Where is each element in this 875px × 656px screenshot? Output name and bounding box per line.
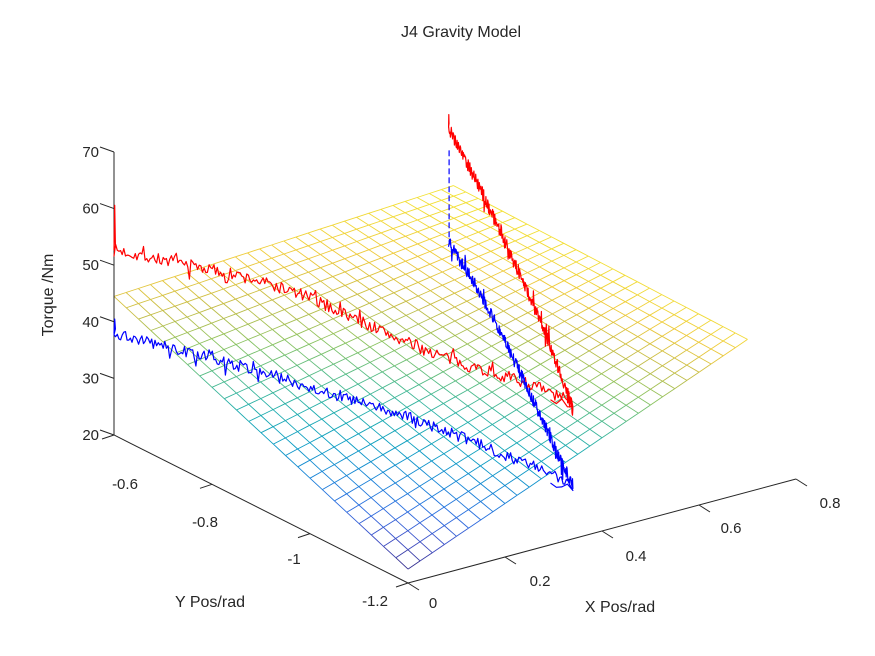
x-tick-label: 0 — [429, 595, 437, 612]
y-tick-label: -1.2 — [362, 593, 388, 610]
chart-title: J4 Gravity Model — [400, 24, 522, 41]
trajectory-sweep-1-upper-red — [113, 204, 574, 408]
surface-mesh — [113, 185, 748, 570]
x-tick-label: 0.8 — [820, 495, 841, 512]
z-tick-label: 30 — [82, 370, 99, 387]
z-tick-label: 60 — [82, 201, 99, 218]
z-tick-label: 40 — [82, 314, 99, 331]
x-tick-label: 0.2 — [530, 573, 551, 590]
trajectory-sweep-2-upper-red — [448, 114, 574, 416]
y-tick-label: -0.6 — [112, 476, 138, 493]
trajectory-sweep-1-lower-blue — [113, 318, 574, 492]
axes — [99, 146, 808, 591]
z-tick-label: 50 — [82, 257, 99, 274]
x-axis-label: X Pos/rad — [584, 599, 656, 616]
x-tick-label: 0.4 — [626, 548, 647, 565]
z-tick-label: 20 — [82, 427, 99, 444]
trajectories — [113, 114, 574, 492]
y-tick-label: -1 — [287, 551, 300, 568]
z-axis-label: Torque /Nm — [40, 253, 57, 337]
y-axis-label: Y Pos/rad — [175, 594, 245, 611]
trajectory-sweep-2-lower-blue — [448, 238, 574, 490]
x-tick-label: 0.6 — [721, 520, 742, 537]
y-tick-label: -0.8 — [192, 514, 218, 531]
z-tick-label: 70 — [82, 144, 99, 161]
